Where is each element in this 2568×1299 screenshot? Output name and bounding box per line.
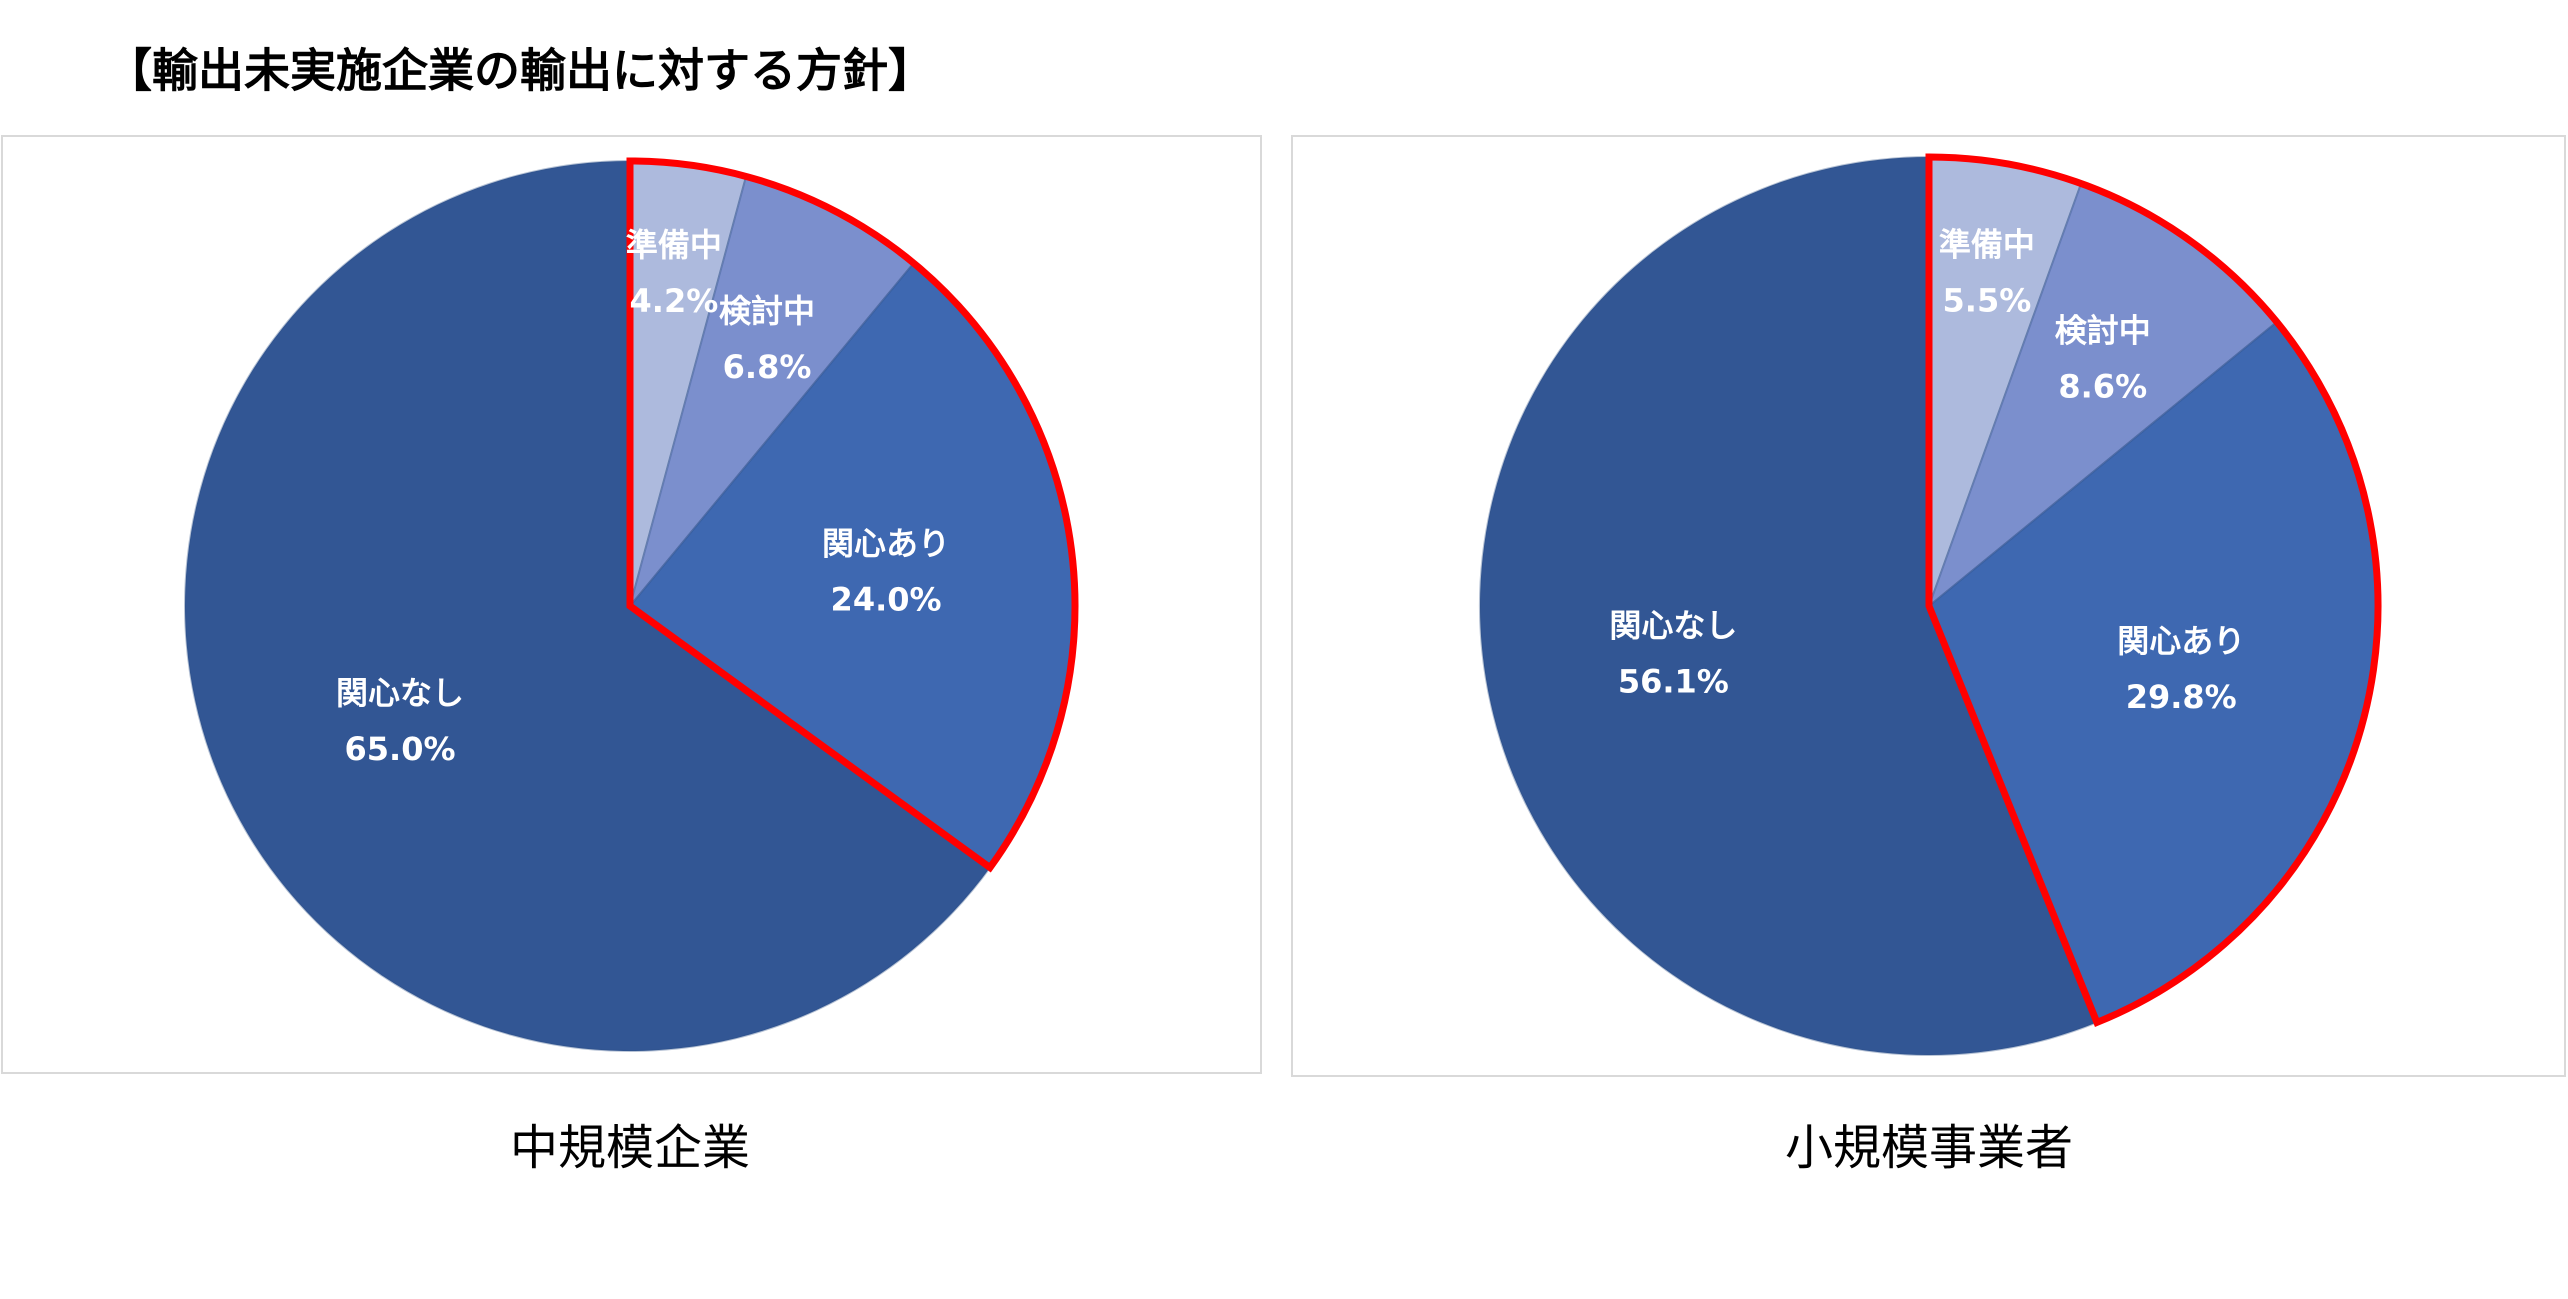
slice-value: 8.6% <box>2058 367 2147 405</box>
pie-slice <box>184 159 992 1052</box>
slice-value: 5.5% <box>1943 281 2032 319</box>
slice-label: 準備中 <box>1939 225 2035 263</box>
slice-value: 24.0% <box>831 581 942 619</box>
slice-label: 関心あり <box>2117 622 2245 660</box>
slice-label: 関心なし <box>1609 607 1737 645</box>
slice-label: 準備中 <box>626 226 722 264</box>
slice-label: 検討中 <box>2055 311 2151 349</box>
page-title: 【輸出未実施企業の輸出に対する方針】 <box>106 44 934 98</box>
slice-label: 関心あり <box>822 525 950 563</box>
slice-value: 29.8% <box>2126 678 2237 716</box>
slice-value: 4.2% <box>630 282 719 320</box>
slice-value: 65.0% <box>345 730 456 768</box>
slice-value: 6.8% <box>723 348 812 386</box>
pie-slice <box>1478 155 2099 1056</box>
chart-caption: 小規模事業者 <box>1785 1120 2073 1176</box>
slice-value: 56.1% <box>1618 663 1729 701</box>
highlight-outline <box>1925 153 2382 1027</box>
slice-label: 関心なし <box>336 674 464 712</box>
highlight-outline <box>626 157 1079 873</box>
slice-label: 検討中 <box>719 292 815 330</box>
chart-caption: 中規模企業 <box>510 1120 750 1176</box>
